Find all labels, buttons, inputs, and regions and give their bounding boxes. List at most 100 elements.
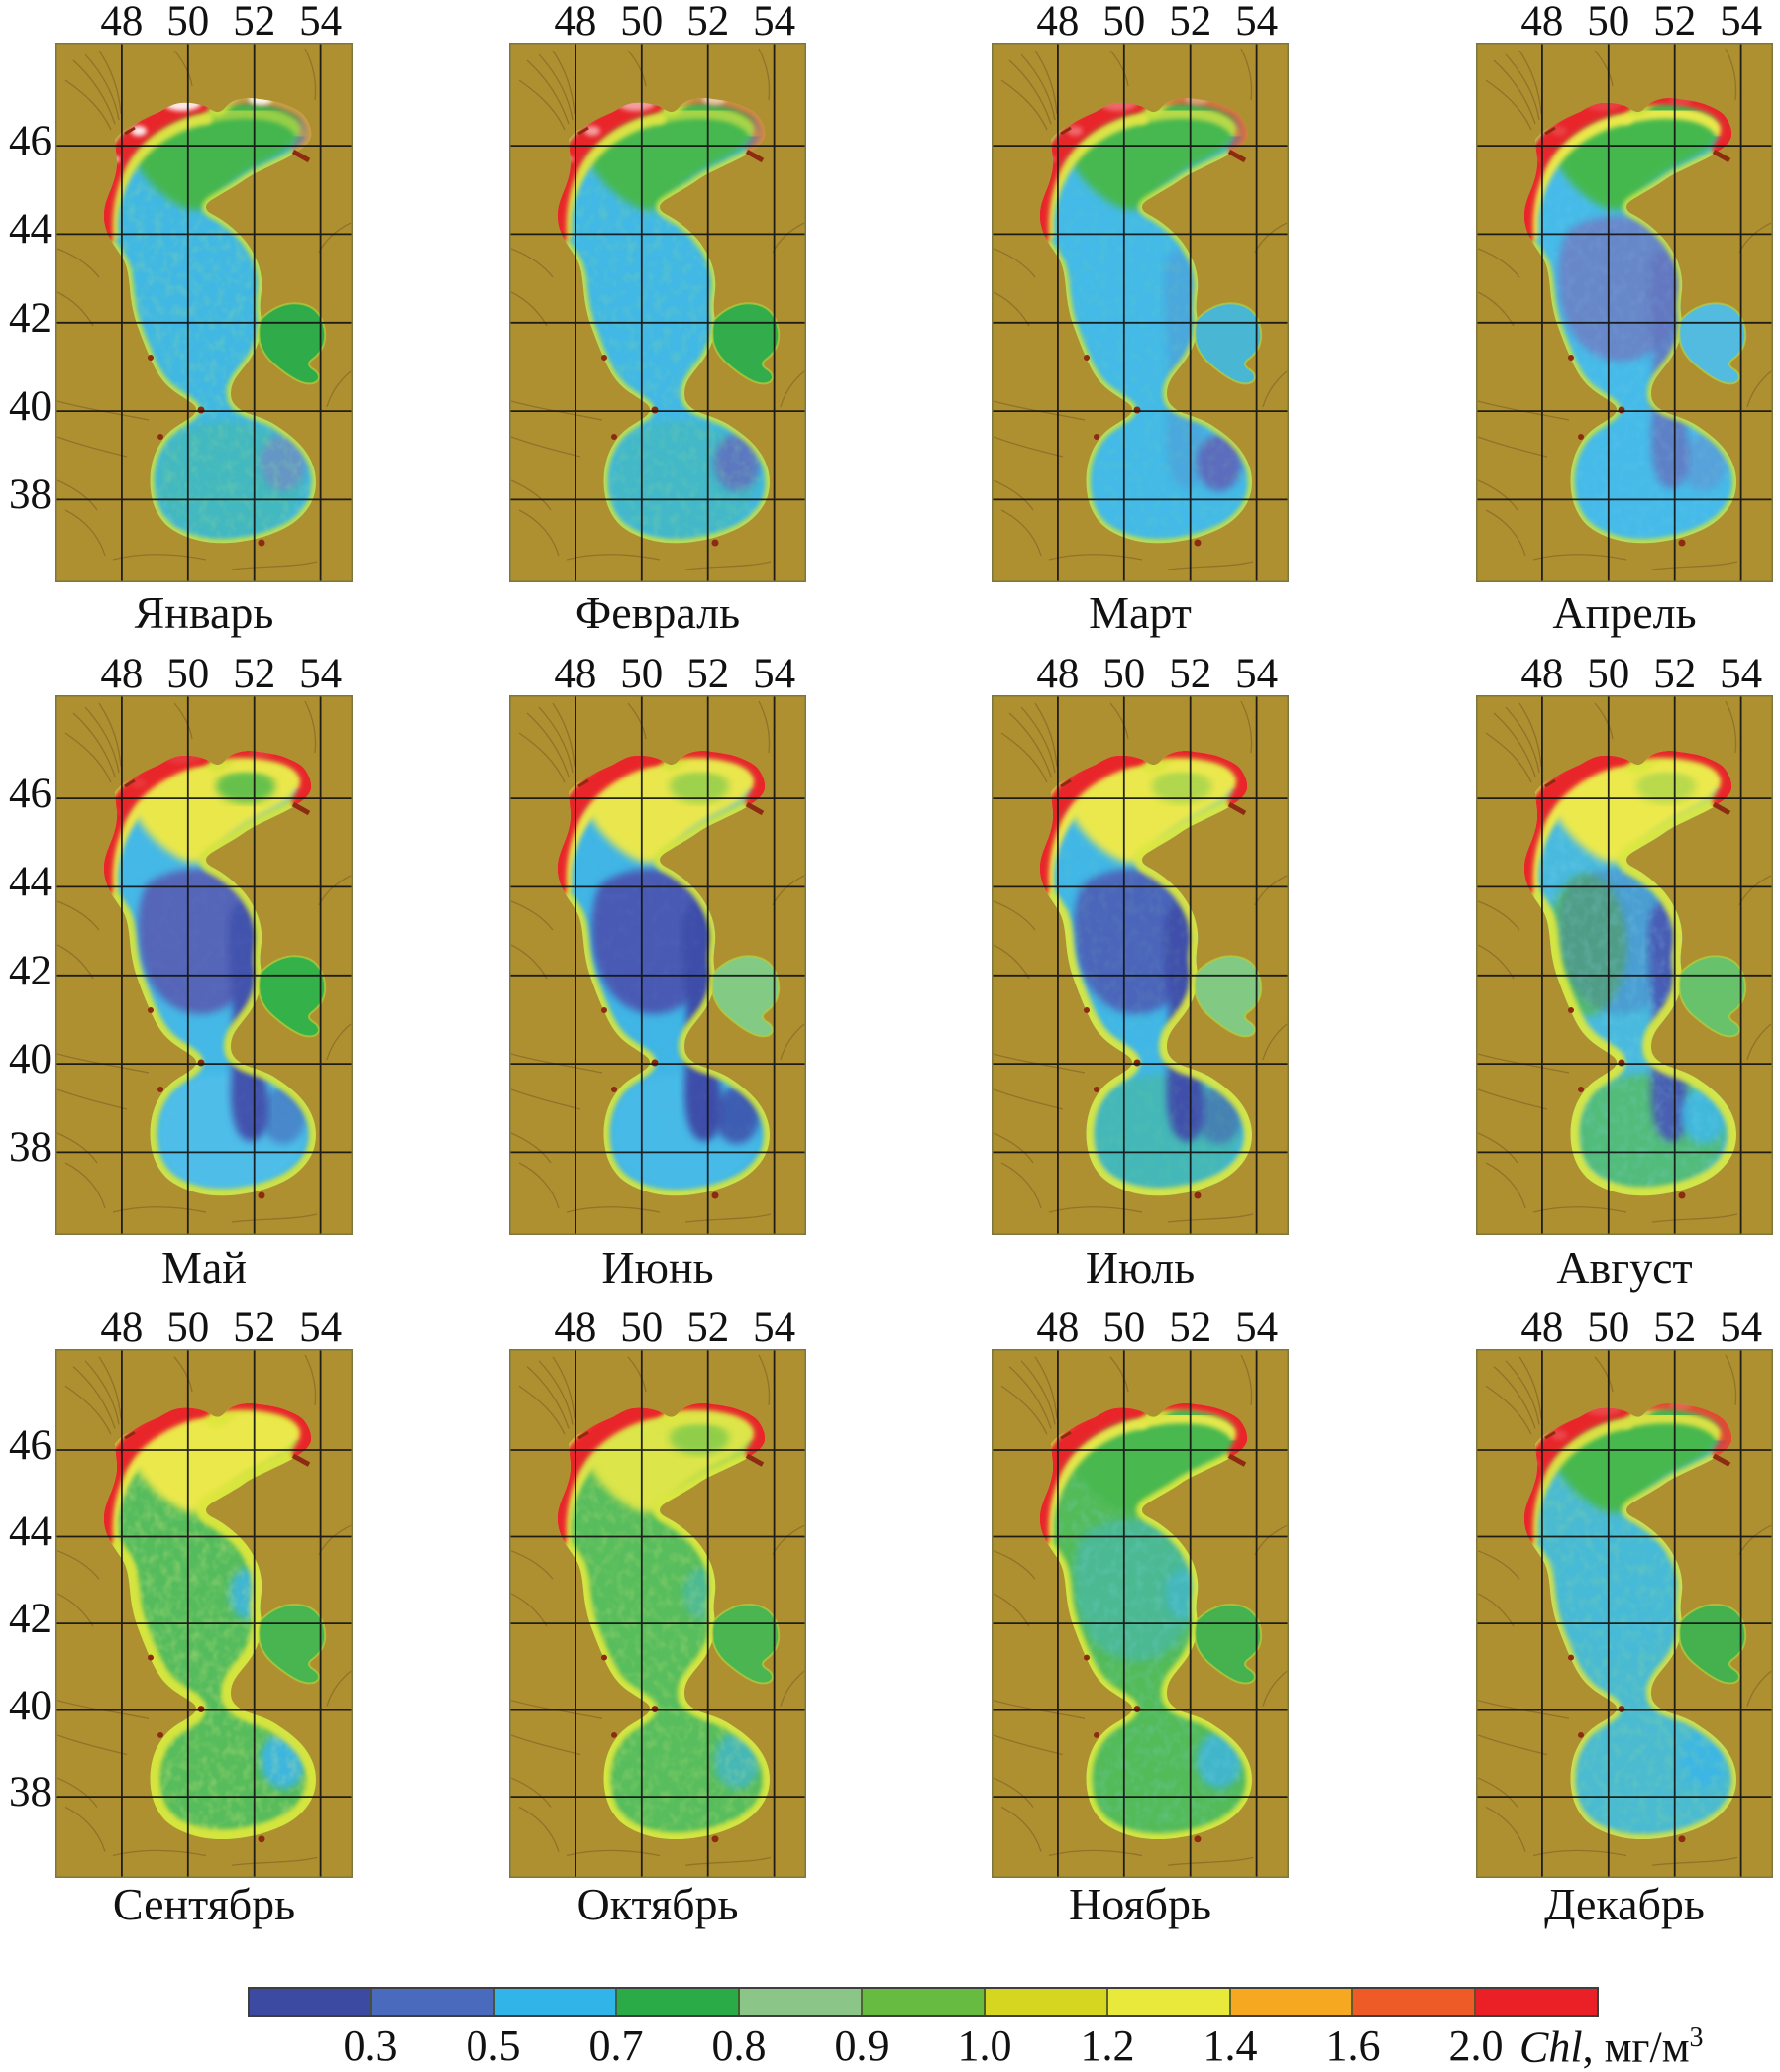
colorbar-tick-label: 0.3 <box>343 2021 398 2070</box>
month-map-4 <box>1476 43 1773 582</box>
colorbar-tick-label: 0.7 <box>588 2021 644 2070</box>
lon-tick: 52 <box>1169 651 1212 697</box>
lat-tick: 38 <box>9 471 52 519</box>
lat-tick: 38 <box>9 1769 52 1816</box>
lat-tick: 44 <box>9 859 52 906</box>
lon-tick: 52 <box>1169 0 1212 45</box>
lon-tick: 52 <box>686 0 730 45</box>
lat-tick: 40 <box>9 1036 52 1084</box>
month-map-10 <box>509 1349 806 1878</box>
lon-tick: 54 <box>1235 651 1279 697</box>
month-label: Июль <box>1085 1242 1196 1293</box>
lon-tick: 50 <box>1587 651 1630 697</box>
lat-tick: 40 <box>9 383 52 431</box>
lon-tick: 50 <box>1102 1304 1146 1351</box>
lon-tick: 52 <box>233 651 276 697</box>
coast-marks <box>1060 1431 1247 1843</box>
coast-marks <box>577 1431 765 1843</box>
lon-tick: 52 <box>1653 1304 1697 1351</box>
month-map-7 <box>992 695 1289 1235</box>
lon-tick: 48 <box>554 0 597 45</box>
month-label: Январь <box>134 587 274 638</box>
colorbar-unit-chl: Chl <box>1519 2022 1583 2072</box>
month-label: Октябрь <box>576 1879 739 1929</box>
lon-tick: 50 <box>620 0 664 45</box>
graticule <box>992 1349 1289 1878</box>
graticule <box>509 1349 806 1878</box>
month-label: Август <box>1556 1242 1693 1293</box>
month-label: Декабрь <box>1544 1879 1705 1929</box>
lon-tick: 48 <box>1036 0 1080 45</box>
lat-tick: 44 <box>9 1508 52 1556</box>
colorbar-segment <box>1476 1989 1597 2015</box>
lon-tick: 52 <box>1653 651 1697 697</box>
coast-marks <box>1060 126 1247 547</box>
lon-tick: 54 <box>753 0 796 45</box>
month-label: Март <box>1089 587 1192 638</box>
month-label: Июнь <box>601 1242 714 1293</box>
lon-tick: 48 <box>554 1304 597 1351</box>
graticule <box>509 43 806 582</box>
lon-tick: 54 <box>753 651 796 697</box>
lon-tick: 54 <box>753 1304 796 1351</box>
coast-marks <box>1544 778 1731 1199</box>
graticule <box>1476 43 1773 582</box>
lat-tick: 38 <box>9 1124 52 1172</box>
colorbar-tick-label: 1.0 <box>957 2021 1012 2070</box>
colorbar-tick-label: 1.4 <box>1203 2021 1258 2070</box>
lon-tick: 50 <box>166 1304 210 1351</box>
lon-tick: 48 <box>100 1304 144 1351</box>
lat-tick: 42 <box>9 947 52 994</box>
month-map-2 <box>509 43 806 582</box>
colorbar-segment <box>740 1989 864 2015</box>
lat-tick: 40 <box>9 1682 52 1729</box>
lon-tick: 54 <box>299 1304 343 1351</box>
lat-tick: 46 <box>9 1421 52 1469</box>
colorbar-tick-label: 0.9 <box>834 2021 890 2070</box>
colorbar-segment <box>617 1989 741 2015</box>
lon-tick: 48 <box>100 0 144 45</box>
lon-tick: 54 <box>299 651 343 697</box>
graticule <box>992 43 1289 582</box>
lon-tick: 50 <box>620 651 664 697</box>
graticule <box>55 695 353 1235</box>
colorbar-unit-label: Chl, мг/м3 <box>1519 2024 1704 2070</box>
colorbar-segment <box>250 1989 372 2015</box>
lon-tick: 54 <box>1235 1304 1279 1351</box>
colorbar-segment <box>494 1989 618 2015</box>
lon-tick: 48 <box>1520 1304 1564 1351</box>
colorbar-tick-label: 0.5 <box>466 2021 521 2070</box>
colorbar-segment <box>1230 1989 1354 2015</box>
lon-tick: 52 <box>233 1304 276 1351</box>
month-map-1 <box>55 43 353 582</box>
lon-tick: 54 <box>1720 1304 1763 1351</box>
colorbar-unit-sup: 3 <box>1689 2022 1704 2053</box>
colorbar-segment <box>1107 1989 1231 2015</box>
month-label: Февраль <box>575 587 741 638</box>
sea-area <box>1523 98 1736 544</box>
lon-tick: 50 <box>1587 1304 1630 1351</box>
lon-tick: 48 <box>1520 651 1564 697</box>
lon-tick: 52 <box>233 0 276 45</box>
colorbar-tick-label: 0.8 <box>711 2021 767 2070</box>
lat-tick: 46 <box>9 118 52 165</box>
lon-tick: 50 <box>620 1304 664 1351</box>
lat-tick: 42 <box>9 1596 52 1643</box>
lat-tick: 44 <box>9 206 52 254</box>
coast-marks <box>1060 778 1247 1199</box>
coast-marks <box>577 778 765 1199</box>
graticule <box>55 1349 353 1878</box>
lon-tick: 52 <box>686 651 730 697</box>
month-label: Май <box>161 1242 247 1293</box>
month-label: Апрель <box>1552 587 1697 638</box>
colorbar-segment <box>985 1989 1108 2015</box>
lon-tick: 48 <box>554 651 597 697</box>
month-map-6 <box>509 695 806 1235</box>
river-lines <box>1477 700 1772 1223</box>
lon-tick: 52 <box>686 1304 730 1351</box>
graticule <box>509 695 806 1235</box>
lon-tick: 54 <box>1720 651 1763 697</box>
river-lines <box>56 1354 352 1866</box>
river-lines <box>56 700 352 1223</box>
lon-tick: 48 <box>1520 0 1564 45</box>
